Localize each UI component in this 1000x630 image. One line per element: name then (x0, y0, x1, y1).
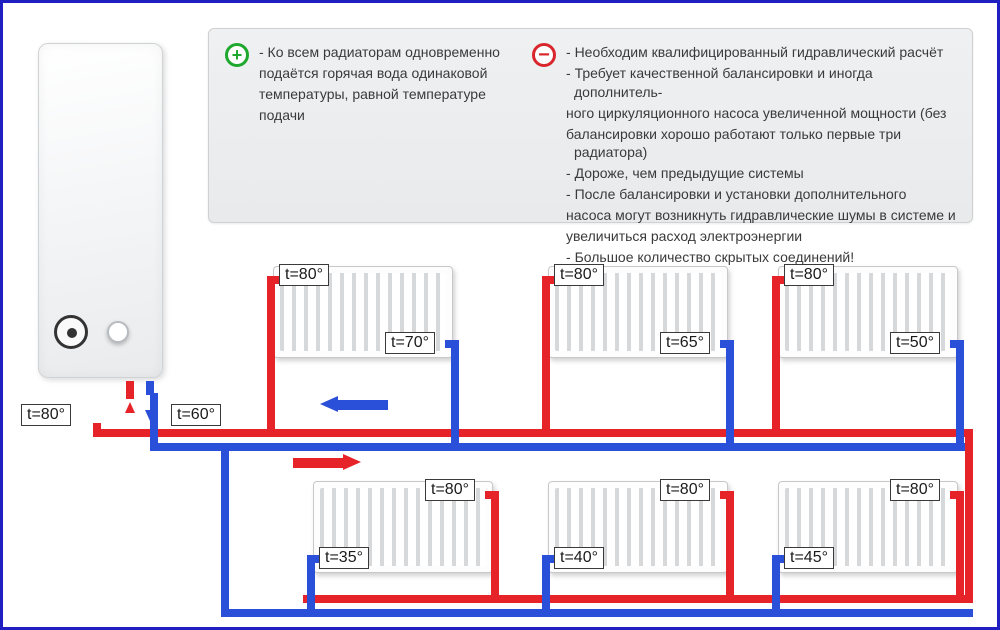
bottom-supply-pipe (303, 595, 973, 603)
supply-direction-bar (293, 458, 345, 468)
supply-direction-arrow-icon (343, 454, 361, 470)
supply-arrow-icon (125, 402, 135, 413)
radiator-top-3-in: t=80° (784, 264, 834, 286)
radiator-bottom-1-out: t=35° (319, 547, 369, 569)
return-direction-arrow-icon (320, 396, 338, 412)
boiler-knob-icon (107, 321, 129, 343)
diagram-frame: + - Ко всем радиаторам одновременноподаё… (0, 0, 1000, 630)
cons-text: - Необходим квалифицированный гидравличе… (566, 43, 956, 269)
bottom-return-pipe (221, 609, 973, 617)
boiler (38, 43, 163, 378)
radiator-bottom-2-out: t=40° (554, 547, 604, 569)
plus-icon: + (225, 43, 249, 67)
radiator-bottom-1-in: t=80° (425, 479, 475, 501)
minus-icon: − (532, 43, 556, 67)
boiler-supply-temp: t=80° (21, 404, 71, 426)
pros-column: + - Ко всем радиаторам одновременноподаё… (225, 43, 532, 208)
radiator-bottom-3-in: t=80° (890, 479, 940, 501)
radiator-top-1-in: t=80° (279, 264, 329, 286)
boiler-gauge-icon (54, 315, 88, 349)
return-direction-bar (336, 400, 388, 410)
main-supply-pipe (93, 429, 973, 437)
main-return-pipe (150, 443, 973, 451)
radiator-top-3-out: t=50° (890, 332, 940, 354)
radiator-top-2-in: t=80° (554, 264, 604, 286)
radiator-top-2-out: t=65° (660, 332, 710, 354)
pros-text: - Ко всем радиаторам одновременноподаётс… (259, 43, 500, 127)
radiator-bottom-3-out: t=45° (784, 547, 834, 569)
radiator-bottom-2-in: t=80° (660, 479, 710, 501)
cons-column: − - Необходим квалифицированный гидравли… (532, 43, 956, 208)
boiler-return-temp: t=60° (171, 404, 221, 426)
radiator-top-1-out: t=70° (385, 332, 435, 354)
info-panel: + - Ко всем радиаторам одновременноподаё… (208, 28, 973, 223)
